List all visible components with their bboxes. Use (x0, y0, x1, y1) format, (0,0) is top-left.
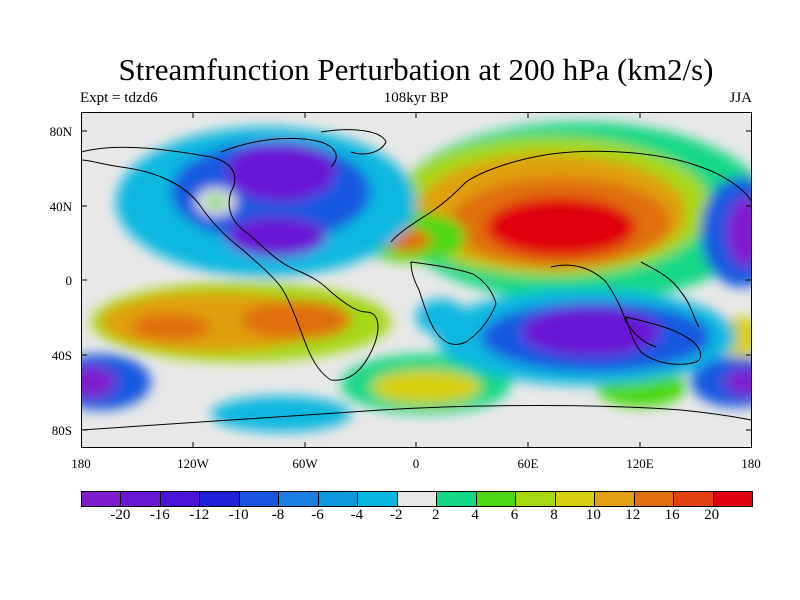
colorbar-swatch (239, 492, 280, 506)
colorbar-swatch (82, 492, 122, 506)
colorbar-swatch (318, 492, 359, 506)
lon-label-120e: 120E (626, 456, 654, 471)
colorbar-swatch (200, 492, 240, 506)
colorbar-label: 16 (664, 507, 680, 523)
colorbar-label: -10 (228, 507, 249, 523)
colorbar-swatch (279, 492, 319, 506)
lon-label-180e: 180 (741, 456, 761, 471)
colorbar-swatch (674, 492, 714, 506)
colorbar (81, 491, 753, 507)
colorbar-swatch (160, 492, 201, 506)
colorbar-label: -16 (149, 507, 170, 523)
colorbar-label: 6 (510, 507, 519, 523)
colorbar-label: 20 (704, 507, 720, 523)
chart-title: Streamfunction Perturbation at 200 hPa (… (118, 52, 714, 87)
lat-label-40n: 40N (49, 199, 72, 214)
colorbar-swatch (437, 492, 477, 506)
lon-label-120w: 120W (177, 456, 209, 471)
period-label: 108kyr BP (383, 90, 449, 106)
season-label: JJA (729, 90, 752, 106)
map-frame (81, 112, 752, 448)
colorbar-label: -2 (390, 507, 403, 523)
colorbar-swatch (358, 492, 398, 506)
lat-label-80n: 80N (49, 124, 72, 139)
lon-label-180w: 180 (71, 456, 91, 471)
coastlines (81, 129, 752, 431)
colorbar-swatch (713, 492, 752, 506)
colorbar-swatch (516, 492, 556, 506)
colorbar-label: 8 (550, 507, 558, 523)
experiment-label: Expt = tdzd6 (80, 90, 158, 106)
colorbar-label: 4 (471, 507, 479, 523)
lat-label-40s: 40S (51, 348, 72, 363)
colorbar-label: 12 (625, 507, 641, 523)
colorbar-label: -12 (189, 507, 210, 523)
colorbar-label: -6 (311, 507, 324, 523)
lon-label-60w: 60W (292, 456, 318, 471)
colorbar-swatch (476, 492, 517, 506)
colorbar-label: 10 (585, 507, 601, 523)
lat-label-eq: 0 (65, 273, 73, 288)
lon-label-60e: 60E (517, 456, 539, 471)
colorbar-swatch (121, 492, 161, 506)
map-panel (81, 112, 752, 448)
colorbar-swatch (634, 492, 675, 506)
colorbar-label: -4 (350, 507, 364, 523)
contour-field (81, 122, 752, 432)
colorbar-swatch (397, 492, 438, 506)
colorbar-label: -20 (110, 507, 131, 523)
lat-label-80s: 80S (51, 423, 72, 438)
colorbar-swatch (595, 492, 635, 506)
colorbar-label: -8 (271, 507, 285, 523)
lon-label-0: 0 (412, 456, 420, 471)
colorbar-label: 2 (431, 507, 440, 523)
streamfunction-map (81, 112, 752, 448)
colorbar-swatch (555, 492, 596, 506)
